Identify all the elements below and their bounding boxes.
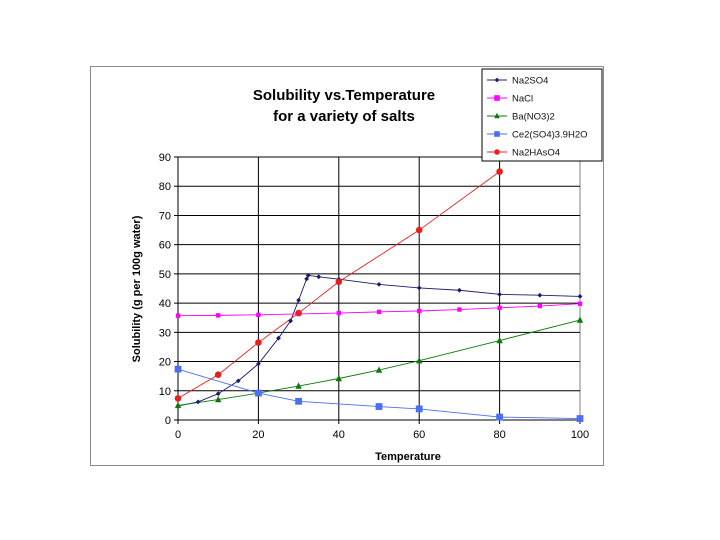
legend-label-na2so4: Na2SO4 (512, 76, 548, 87)
chart-title-line-2: for a variety of salts (273, 108, 415, 125)
x-tick-label: 0 (175, 429, 181, 441)
data-point-nacl (175, 313, 181, 318)
data-point-ba-no3-2 (295, 382, 302, 389)
legend-marker-ba-no3-2 (494, 112, 500, 119)
y-tick-label: 60 (159, 240, 171, 252)
y-tick-label: 0 (165, 415, 171, 427)
chart-title-line-1: Solubility vs.Temperature (253, 87, 435, 104)
data-point-nacl (537, 303, 542, 309)
data-point-na2haso4 (496, 168, 503, 175)
legend-marker-nacl (494, 95, 500, 101)
data-point-na2so4 (296, 297, 301, 303)
y-tick-label: 10 (159, 386, 171, 398)
data-point-na2haso4 (214, 371, 222, 379)
data-point-na2so4 (577, 293, 583, 299)
axes (174, 156, 581, 424)
data-point-ba-no3-2 (174, 401, 182, 409)
y-tick-label: 40 (159, 298, 171, 310)
data-point-na2so4 (215, 391, 221, 397)
series-markers (174, 168, 584, 422)
data-point-ba-no3-2 (335, 374, 342, 382)
data-point-na2so4 (316, 274, 322, 280)
data-point-nacl (577, 301, 583, 306)
y-tick-label: 80 (159, 181, 171, 193)
data-point-na2so4 (305, 272, 311, 278)
grid (177, 156, 581, 421)
data-point-na2so4 (304, 276, 310, 282)
y-tick-label: 90 (159, 152, 171, 164)
plot-area (177, 156, 581, 421)
data-point-ce2-so4-3-9h2o (174, 365, 182, 373)
data-point-nacl (256, 312, 261, 317)
data-point-na2haso4 (335, 278, 343, 286)
data-point-ce2-so4-3-9h2o (415, 405, 423, 413)
data-point-na2haso4 (415, 226, 423, 234)
data-point-na2so4 (416, 285, 422, 291)
data-point-ba-no3-2 (576, 316, 584, 323)
y-tick-label: 70 (159, 210, 171, 222)
data-point-na2haso4 (295, 309, 302, 317)
data-point-nacl (376, 309, 382, 315)
y-tick-label: 20 (159, 357, 171, 369)
legend-label-nacl: NaCl (512, 94, 533, 105)
data-point-ba-no3-2 (496, 336, 503, 344)
data-point-na2so4 (376, 282, 382, 287)
data-point-na2haso4 (174, 395, 182, 402)
data-point-ba-no3-2 (416, 356, 423, 364)
x-tick-label: 20 (252, 429, 264, 441)
data-point-na2so4 (195, 399, 201, 405)
data-point-ce2-so4-3-9h2o (375, 403, 383, 410)
data-point-na2so4 (457, 287, 462, 293)
legend-label-ba-no3-2: Ba(NO3)2 (512, 112, 555, 123)
data-point-ce2-so4-3-9h2o (295, 397, 302, 405)
data-point-ce2-so4-3-9h2o (576, 415, 584, 422)
data-point-nacl (497, 305, 502, 310)
data-point-nacl (216, 313, 221, 318)
tick-labels: 0 10 20 30 40 50 60 70 80 90 0 20 40 60 80 100 (159, 152, 589, 441)
legend-marker-na2haso4 (494, 149, 500, 155)
data-point-na2so4 (235, 378, 241, 384)
data-point-na2haso4 (255, 339, 262, 346)
data-point-na2so4 (288, 318, 293, 324)
x-tick-label: 100 (571, 429, 589, 441)
legend-box (481, 68, 603, 162)
data-point-ce2-so4-3-9h2o (255, 389, 262, 397)
solubility-chart: 0 10 20 30 40 50 60 70 80 90 0 20 40 60 80 100 Solubili… (131, 68, 603, 463)
y-axis-label: Solubility (g per 100g water) (131, 215, 143, 362)
legend-marker-ce2-so4-3-9h2o (494, 131, 500, 137)
data-point-na2so4 (497, 291, 502, 297)
legend: Na2SO4 NaCl Ba(NO3)2 Ce2(SO4)3.9H2O Na2HAsO4 (481, 68, 603, 162)
data-point-na2so4 (537, 292, 543, 298)
data-point-ba-no3-2 (215, 395, 222, 403)
y-tick-label: 30 (159, 327, 171, 339)
data-point-ba-no3-2 (375, 366, 383, 373)
data-point-nacl (457, 307, 462, 312)
data-point-na2so4 (256, 361, 261, 367)
chart-frame: 0 10 20 30 40 50 60 70 80 90 0 20 40 60 80 100 Solubili… (90, 66, 604, 466)
series-line-na2so4 (177, 274, 581, 407)
x-axis-label: Temperature (375, 451, 441, 463)
legend-marker-na2so4 (494, 77, 500, 83)
y-tick-label: 50 (159, 269, 171, 281)
data-point-nacl (336, 310, 341, 316)
x-tick-label: 40 (333, 429, 345, 441)
data-point-ce2-so4-3-9h2o (496, 413, 503, 421)
legend-label-ce2-so4-3-9h2o: Ce2(SO4)3.9H2O (512, 130, 588, 141)
x-tick-label: 80 (493, 429, 505, 441)
data-point-nacl (417, 308, 422, 314)
x-tick-label: 60 (413, 429, 425, 441)
legend-label-na2haso4: Na2HAsO4 (512, 148, 560, 159)
